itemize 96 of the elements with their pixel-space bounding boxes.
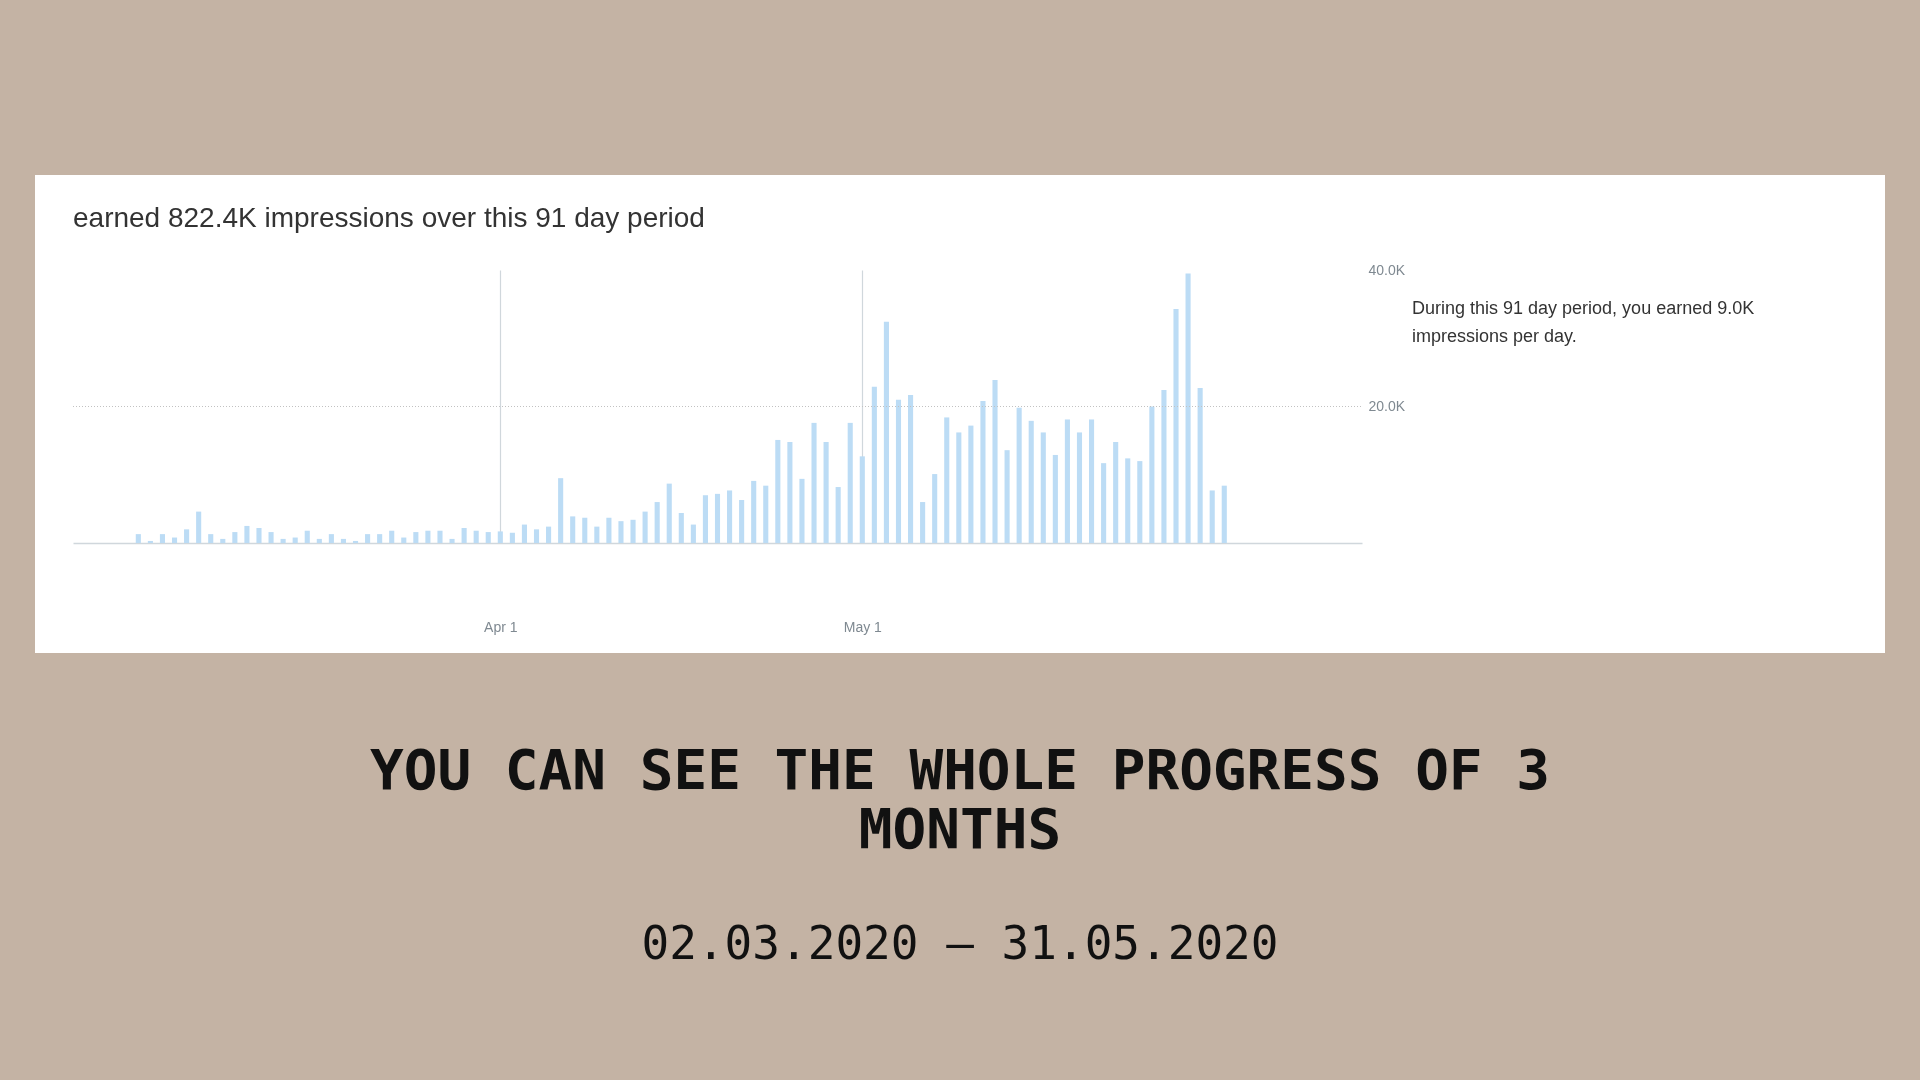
bar [1197, 388, 1203, 543]
chart-title: earned 822.4K impressions over this 91 day period [73, 201, 705, 233]
bar [1076, 432, 1083, 543]
x-tick-label: Apr 1 [484, 618, 518, 635]
bar [413, 532, 419, 543]
bar [618, 521, 624, 543]
bar [256, 527, 262, 543]
bar [485, 532, 491, 543]
bar [1137, 461, 1143, 543]
bar [389, 530, 395, 543]
bar [244, 525, 250, 543]
bar [1028, 420, 1034, 543]
bar [147, 540, 153, 543]
bar [968, 425, 974, 543]
bar [920, 502, 926, 543]
bar [992, 379, 998, 543]
bar [509, 532, 515, 543]
bar [714, 493, 721, 543]
bar [232, 532, 238, 543]
bar [787, 441, 793, 543]
bar [1149, 406, 1155, 543]
bar [859, 456, 865, 543]
bar [727, 490, 733, 543]
bar [1052, 454, 1058, 543]
bar [642, 511, 648, 543]
bar [377, 534, 383, 543]
bar [1209, 490, 1215, 543]
bar [654, 502, 660, 543]
bar [908, 394, 914, 543]
bar [533, 529, 540, 543]
x-tick-label: May 1 [843, 618, 883, 635]
bar [135, 534, 141, 543]
bar [449, 538, 455, 543]
bar [775, 439, 781, 543]
bar [1113, 441, 1119, 543]
bar [473, 530, 479, 543]
bar [1004, 450, 1010, 543]
bar [316, 538, 322, 543]
bar [340, 538, 347, 543]
bar [304, 530, 310, 543]
bar [352, 540, 359, 543]
bar [184, 529, 190, 543]
bar [883, 321, 889, 543]
bar [196, 511, 202, 543]
bar [944, 417, 950, 543]
bar [751, 480, 757, 543]
bar [268, 532, 274, 543]
bar [1221, 485, 1227, 543]
bar [823, 441, 829, 543]
bar [871, 386, 877, 543]
bar [630, 519, 636, 543]
bar [437, 530, 443, 543]
bar [208, 534, 214, 543]
bar [1125, 458, 1131, 543]
bar [594, 526, 600, 543]
bar [582, 517, 588, 543]
text: 02.03.2020 – 31.05.2020 [641, 916, 1279, 970]
bar [220, 538, 226, 543]
bar [956, 432, 962, 543]
bar [799, 478, 805, 543]
text: YOU CAN SEE THE WHOLE PROGRESS OF 3 MONTHS [369, 737, 1551, 861]
bar [980, 401, 986, 543]
y-tick-label: 20.0K [1368, 398, 1406, 414]
bar [546, 526, 552, 543]
bar [702, 495, 708, 543]
bar [425, 530, 431, 543]
bar [763, 485, 769, 543]
bar [1064, 419, 1070, 543]
bar [280, 538, 286, 543]
bar [497, 531, 503, 543]
y-tick-label: 40.0K [1368, 261, 1406, 278]
bar [690, 524, 696, 543]
bar [1088, 419, 1095, 543]
bar [1016, 407, 1022, 543]
text: During this 91 day period, you earned 9.0K impressions per day. [1412, 298, 1755, 346]
bar [678, 512, 684, 543]
bar [1040, 432, 1046, 543]
bar [895, 399, 902, 543]
bar [328, 534, 334, 543]
bar [666, 483, 672, 543]
bar [606, 517, 612, 543]
bar [739, 500, 745, 543]
bar [558, 478, 564, 543]
bar [521, 524, 527, 543]
bar [570, 516, 576, 543]
bar [1101, 463, 1107, 543]
bar [365, 534, 371, 543]
bar [1185, 273, 1191, 543]
bar [835, 487, 841, 543]
bar [847, 422, 853, 543]
bar [1161, 390, 1167, 543]
bar [1173, 308, 1179, 543]
bar [461, 527, 467, 543]
bar [932, 474, 938, 543]
bar [159, 534, 166, 543]
bar [811, 422, 817, 543]
